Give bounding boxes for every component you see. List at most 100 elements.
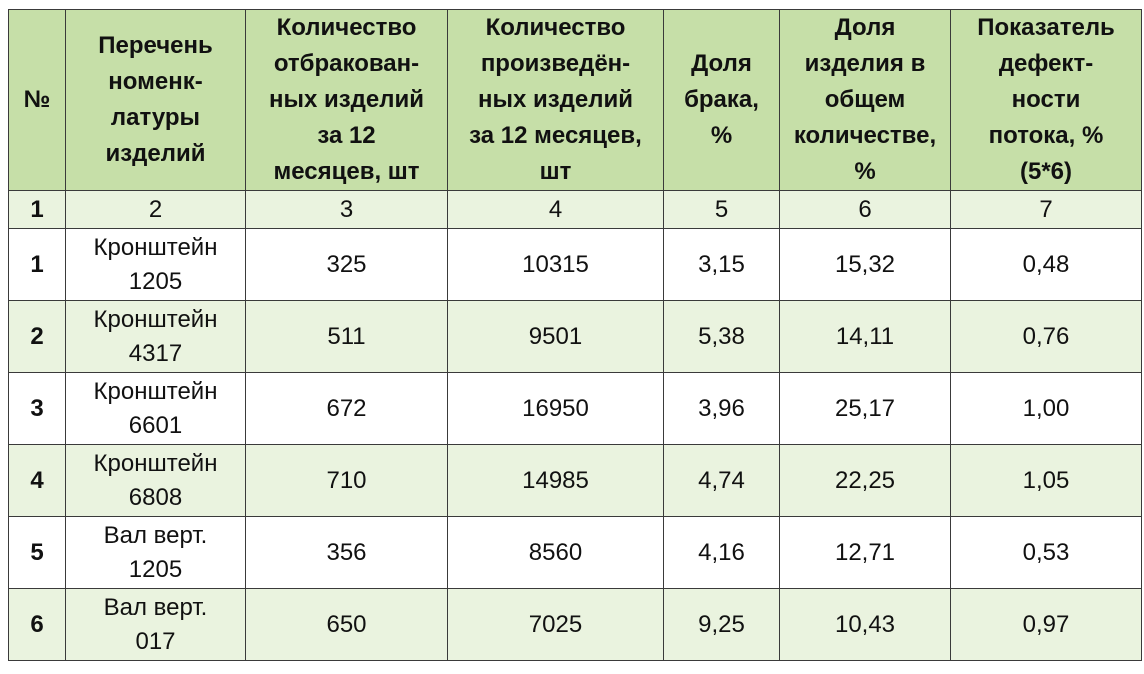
defect-share: 4,74 — [663, 444, 780, 517]
item-name: Кронштейн 1205 — [65, 228, 246, 301]
column-index: 7 — [950, 190, 1142, 229]
flow-defect: 0,48 — [950, 228, 1142, 301]
header-line: изделий — [105, 140, 206, 167]
flow-defect: 0,97 — [950, 588, 1142, 661]
rejected-count: 325 — [245, 228, 448, 301]
column-index: 3 — [245, 190, 448, 229]
item-name-line: 4317 — [128, 339, 183, 367]
item-name: Вал верт. 1205 — [65, 516, 246, 589]
item-name-line: Кронштейн — [93, 233, 218, 261]
flow-defect: 0,53 — [950, 516, 1142, 589]
flow-defect: 0,76 — [950, 300, 1142, 373]
row-number: 6 — [8, 588, 66, 661]
produced-count: 9501 — [447, 300, 664, 373]
flow-defect: 1,05 — [950, 444, 1142, 517]
table-row: 1 Кронштейн 1205 325 10315 3,15 15,32 0,… — [8, 228, 1142, 301]
header-line: Доля — [834, 14, 896, 41]
rejected-count: 356 — [245, 516, 448, 589]
column-index: 6 — [779, 190, 951, 229]
table-row: 3 Кронштейн 6601 672 16950 3,96 25,17 1,… — [8, 372, 1142, 445]
item-name-line: Вал верт. — [103, 593, 208, 621]
header-line: за 12 — [317, 122, 376, 149]
header-line: отбракован- — [273, 50, 420, 77]
header-line: шт — [539, 158, 572, 185]
header-line: количестве, — [793, 122, 937, 149]
row-number: 1 — [8, 228, 66, 301]
item-name: Кронштейн 6808 — [65, 444, 246, 517]
header-flow-defect: Показатель дефект- ности потока, % (5*6) — [950, 9, 1142, 191]
column-index: 1 — [8, 190, 66, 229]
header-line: общем — [824, 86, 906, 113]
header-item-share: Доля изделия в общем количестве, % — [779, 9, 951, 191]
produced-count: 16950 — [447, 372, 664, 445]
item-name-line: Кронштейн — [93, 449, 218, 477]
item-share: 15,32 — [779, 228, 951, 301]
item-name-line: Вал верт. — [103, 521, 208, 549]
column-index-row: 1 2 3 4 5 6 7 — [8, 190, 1142, 229]
header-line: ности — [1011, 86, 1081, 113]
header-row: № Перечень номенк- латуры изделий Количе… — [8, 9, 1142, 191]
header-line: ных изделий — [477, 86, 634, 113]
header-line: месяцев, шт — [273, 158, 420, 185]
header-line: Показатель — [977, 14, 1115, 41]
header-line: латуры — [110, 104, 201, 131]
item-name-line: Кронштейн — [93, 377, 218, 405]
item-name: Кронштейн 4317 — [65, 300, 246, 373]
item-share: 22,25 — [779, 444, 951, 517]
item-name-line: 017 — [135, 627, 176, 655]
header-line: % — [710, 122, 733, 149]
header-item-list: Перечень номенк- латуры изделий — [65, 9, 246, 191]
item-name-line: 1205 — [128, 555, 183, 583]
header-line: (5*6) — [1019, 158, 1073, 185]
item-name-line: 6601 — [128, 411, 183, 439]
defect-share: 3,15 — [663, 228, 780, 301]
item-share: 14,11 — [779, 300, 951, 373]
row-number: 4 — [8, 444, 66, 517]
table-row: 5 Вал верт. 1205 356 8560 4,16 12,71 0,5… — [8, 516, 1142, 589]
column-index: 2 — [65, 190, 246, 229]
produced-count: 8560 — [447, 516, 664, 589]
header-line: Доля — [691, 50, 752, 77]
table-row: 6 Вал верт. 017 650 7025 9,25 10,43 0,97 — [8, 588, 1142, 661]
header-number: № — [8, 9, 66, 191]
defect-share: 9,25 — [663, 588, 780, 661]
header-line: Количество — [276, 14, 417, 41]
header-line: дефект- — [998, 50, 1094, 77]
header-line: брака, — [684, 86, 759, 113]
defect-table: № Перечень номенк- латуры изделий Количе… — [8, 9, 1142, 661]
header-produced-count: Количество произведён- ных изделий за 12… — [447, 9, 664, 191]
defect-share: 5,38 — [663, 300, 780, 373]
header-line: % — [854, 158, 876, 185]
item-name-line: 6808 — [128, 483, 183, 511]
item-share: 12,71 — [779, 516, 951, 589]
produced-count: 14985 — [447, 444, 664, 517]
header-line: Количество — [485, 14, 626, 41]
rejected-count: 650 — [245, 588, 448, 661]
header-line: № — [23, 86, 51, 113]
row-number: 5 — [8, 516, 66, 589]
item-name: Вал верт. 017 — [65, 588, 246, 661]
header-line: изделия в — [804, 50, 926, 77]
defect-share: 4,16 — [663, 516, 780, 589]
rejected-count: 710 — [245, 444, 448, 517]
header-rejected-count: Количество отбракован- ных изделий за 12… — [245, 9, 448, 191]
defect-share: 3,96 — [663, 372, 780, 445]
table-row: 4 Кронштейн 6808 710 14985 4,74 22,25 1,… — [8, 444, 1142, 517]
produced-count: 10315 — [447, 228, 664, 301]
item-name-line: Кронштейн — [93, 305, 218, 333]
header-defect-share: Доля брака, % — [663, 9, 780, 191]
table-container: № Перечень номенк- латуры изделий Количе… — [8, 9, 1142, 661]
row-number: 3 — [8, 372, 66, 445]
header-line: номенк- — [108, 68, 203, 95]
header-line: ных изделий — [268, 86, 425, 113]
row-number: 2 — [8, 300, 66, 373]
header-line: потока, % — [988, 122, 1104, 149]
item-name-line: 1205 — [128, 267, 183, 295]
column-index: 5 — [663, 190, 780, 229]
table-row: 2 Кронштейн 4317 511 9501 5,38 14,11 0,7… — [8, 300, 1142, 373]
rejected-count: 672 — [245, 372, 448, 445]
item-share: 25,17 — [779, 372, 951, 445]
item-share: 10,43 — [779, 588, 951, 661]
header-line: произведён- — [480, 50, 631, 77]
column-index: 4 — [447, 190, 664, 229]
